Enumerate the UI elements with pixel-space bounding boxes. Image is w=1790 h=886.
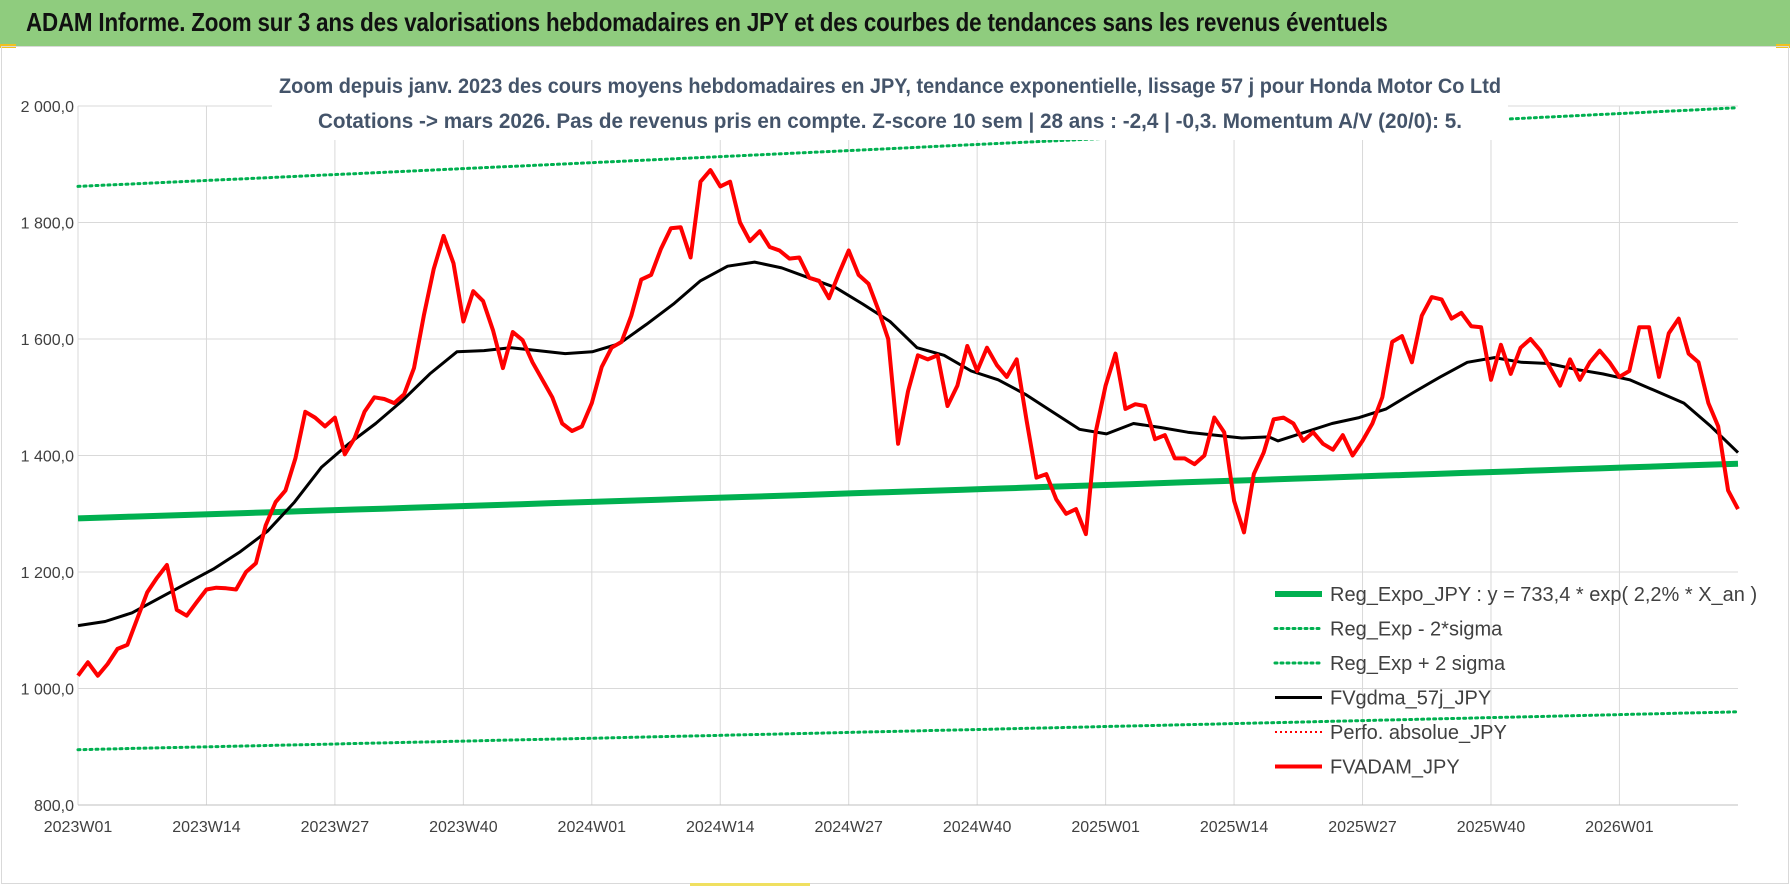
- chart-frame: [1, 46, 1789, 884]
- y-tick-label: 2 000,0: [21, 99, 74, 116]
- x-tick-label: 2023W27: [301, 819, 370, 836]
- x-tick-label: 2023W40: [429, 819, 498, 836]
- y-tick-label: 1 200,0: [21, 565, 74, 582]
- legend: Reg_Expo_JPY : y = 733,4 * exp( 2,2% * X…: [1273, 584, 1757, 779]
- x-tick-label: 2025W27: [1328, 819, 1397, 836]
- legend-label-reg_expo: Reg_Expo_JPY : y = 733,4 * exp( 2,2% * X…: [1330, 584, 1757, 606]
- x-tick-label: 2023W01: [44, 819, 113, 836]
- series-line-fvadam: [76, 168, 1740, 678]
- series-line-gdma: [77, 260, 1740, 628]
- footer-accent: [690, 883, 810, 886]
- x-tick-label: 2024W14: [686, 819, 755, 836]
- grid-lines: [77, 105, 1738, 806]
- x-tick-label: 2024W27: [814, 819, 883, 836]
- x-axis: 2023W01 2023W14 2023W27 2023W40 2024W01 2024W…: [44, 804, 1738, 836]
- legend-label-sigma_high: Reg_Exp + 2 sigma: [1330, 653, 1506, 675]
- x-tick-label: 2025W01: [1071, 819, 1140, 836]
- y-tick-label: 800,0: [34, 798, 74, 815]
- series-line-sigma-low: [76, 710, 1740, 752]
- y-tick-label: 1 000,0: [21, 682, 74, 699]
- x-tick-label: 2024W01: [558, 819, 627, 836]
- y-tick-label: 1 600,0: [21, 332, 74, 349]
- series-group: [76, 106, 1740, 752]
- chart-title-line-2: Cotations -> mars 2026. Pas de revenus p…: [318, 110, 1462, 133]
- x-tick-label: 2023W14: [172, 819, 241, 836]
- legend-label-perf: Perfo. absolue_JPY: [1330, 722, 1507, 744]
- chart-title-line-1: Zoom depuis janv. 2023 des cours moyens …: [279, 75, 1501, 98]
- x-tick-label: 2025W40: [1457, 819, 1526, 836]
- legend-label-fvadam: FVADAM_JPY: [1330, 757, 1460, 779]
- page-title: ADAM Informe. Zoom sur 3 ans des valoris…: [26, 7, 1388, 37]
- y-axis: 800,0 1 000,0 1 200,0 1 400,0 1 600,0 1 800,0…: [21, 99, 74, 815]
- y-tick-label: 1 400,0: [21, 449, 74, 466]
- chart-title-box: [272, 64, 1508, 140]
- legend-label-sigma_low: Reg_Exp - 2*sigma: [1330, 619, 1503, 641]
- header-banner: ADAM Informe. Zoom sur 3 ans des valoris…: [0, 0, 1790, 47]
- x-tick-label: 2026W01: [1585, 819, 1654, 836]
- series-line-reg-expo: [77, 460, 1739, 522]
- x-tick-label: 2025W14: [1200, 819, 1269, 836]
- y-tick-label: 1 800,0: [21, 216, 74, 233]
- legend-label-gdma: FVgdma_57j_JPY: [1330, 688, 1491, 710]
- x-tick-label: 2024W40: [943, 819, 1012, 836]
